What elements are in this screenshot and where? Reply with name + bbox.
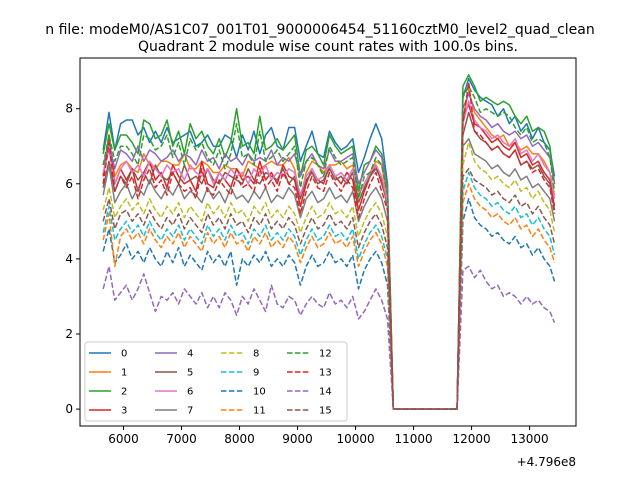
y-tick-label: 6 bbox=[65, 177, 73, 191]
x-tick-label: 12000 bbox=[452, 432, 490, 446]
series-line-14 bbox=[102, 265, 556, 410]
legend-label-3: 3 bbox=[121, 406, 127, 417]
legend-label-10: 10 bbox=[253, 387, 266, 398]
series-line-10 bbox=[102, 198, 556, 410]
x-tick-label: 7000 bbox=[166, 432, 197, 446]
x-tick-label: 11000 bbox=[394, 432, 432, 446]
x-tick-label: 6000 bbox=[108, 432, 139, 446]
figure-suptitle: n file: modeM0/AS1C07_001T01_9000006454_… bbox=[45, 22, 594, 38]
legend-label-9: 9 bbox=[253, 368, 259, 379]
legend-label-1: 1 bbox=[121, 368, 127, 379]
chart-title: Quadrant 2 module wise count rates with … bbox=[138, 39, 518, 55]
y-tick-label: 8 bbox=[65, 102, 73, 116]
legend-label-14: 14 bbox=[319, 387, 332, 398]
axes: 6000 7000 8000 9000 10000 11000 12000 13000 0 2 4 6… bbox=[65, 102, 548, 446]
series-line-0 bbox=[102, 77, 556, 410]
series-line-9 bbox=[102, 171, 556, 410]
legend-label-11: 11 bbox=[253, 406, 266, 417]
y-tick-label: 2 bbox=[65, 327, 73, 341]
series-line-6 bbox=[102, 100, 556, 410]
legend-label-4: 4 bbox=[187, 349, 193, 360]
legend-label-12: 12 bbox=[319, 349, 332, 360]
legend-label-5: 5 bbox=[187, 368, 193, 379]
legend-label-8: 8 bbox=[253, 349, 259, 360]
series-line-11 bbox=[102, 183, 556, 410]
legend-label-6: 6 bbox=[187, 387, 193, 398]
legend-label-7: 7 bbox=[187, 406, 193, 417]
y-tick-label: 4 bbox=[65, 252, 73, 266]
series-line-13 bbox=[102, 81, 556, 410]
x-tick-label: 8000 bbox=[224, 432, 255, 446]
series-line-8 bbox=[102, 141, 556, 410]
legend-box bbox=[84, 341, 348, 422]
legend-label-13: 13 bbox=[319, 368, 332, 379]
axes-frame bbox=[79, 57, 577, 427]
x-offset-label: +4.796e8 bbox=[517, 455, 576, 469]
legend-label-15: 15 bbox=[319, 406, 332, 417]
y-tick-label: 0 bbox=[65, 402, 73, 416]
x-tick-label: 9000 bbox=[282, 432, 313, 446]
x-tick-label: 13000 bbox=[510, 432, 548, 446]
series-line-12 bbox=[102, 85, 556, 410]
legend-label-2: 2 bbox=[121, 387, 127, 398]
plot-area bbox=[102, 74, 556, 410]
x-tick-label: 10000 bbox=[336, 432, 374, 446]
series-line-2 bbox=[102, 74, 556, 410]
legend-label-0: 0 bbox=[121, 349, 127, 360]
series-line-15 bbox=[102, 168, 556, 410]
